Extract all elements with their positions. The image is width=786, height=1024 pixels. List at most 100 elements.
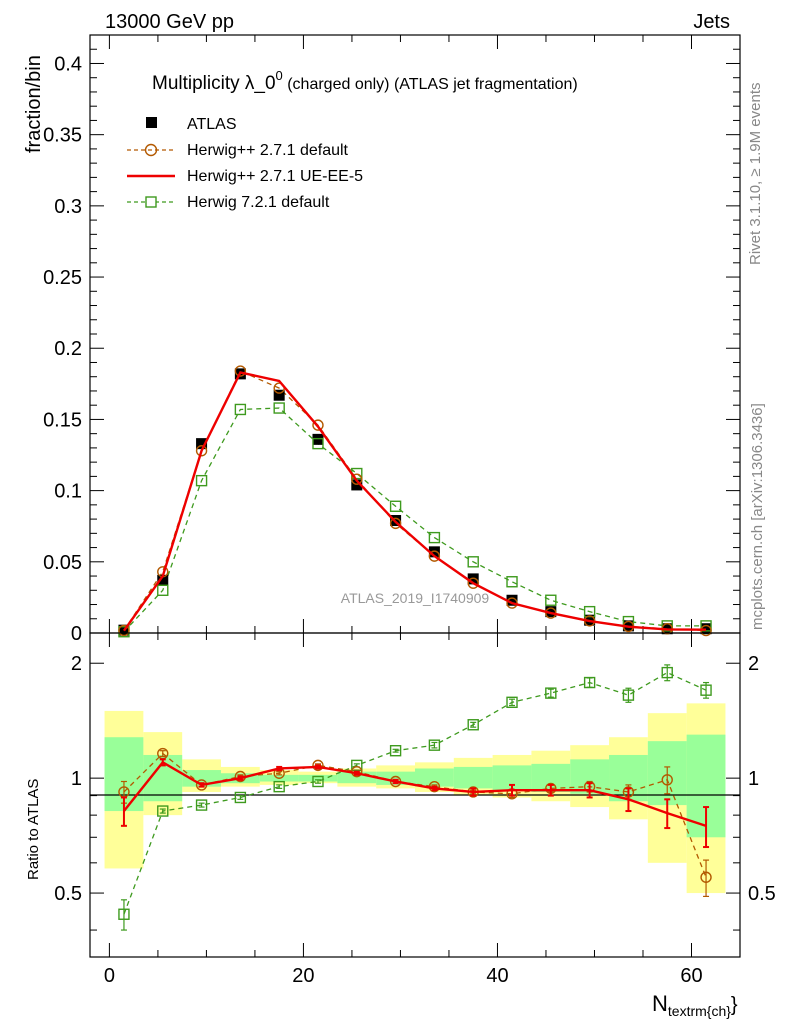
main-y-tick-label: 0.25	[43, 267, 82, 289]
header-right: Jets	[693, 11, 730, 33]
data-point-herwig7	[545, 594, 557, 606]
data-point-herwig-default	[118, 624, 130, 637]
x-tick-label: 40	[486, 965, 508, 987]
x-tick-labels: 0 20 40 60	[104, 965, 703, 987]
ratio-point-herwig7	[506, 696, 518, 709]
data-point-atlas	[273, 389, 285, 401]
legend-marker-herwig7	[145, 196, 157, 208]
ratio-y-tick-label-left: 1	[71, 768, 82, 790]
data-point-herwig-default	[506, 597, 518, 609]
ratio-point-herwig7	[195, 799, 208, 811]
ratio-point-herwig7	[312, 775, 324, 788]
ratio-point-herwig7	[622, 689, 635, 701]
uncertainty-band-inner	[376, 771, 415, 785]
data-point-herwig-default	[428, 550, 441, 562]
ratio-line-ue-ee5	[123, 760, 707, 827]
main-y-tick-label: 0	[71, 623, 82, 645]
main-y-tick-label: 0.3	[54, 196, 82, 218]
data-point-herwig7	[506, 576, 518, 588]
data-point-herwig7	[234, 403, 247, 416]
ratio-y-label: Ratio to ATLAS	[25, 779, 42, 880]
ratio-line-herwig-default	[123, 752, 707, 878]
x-axis-label-main: N	[652, 991, 668, 1016]
ratio-y-tick-label-right: 0.5	[748, 883, 776, 905]
ratio-uncertainty-bands	[104, 703, 726, 894]
data-point-atlas	[196, 438, 208, 450]
main-y-label: fraction/bin	[23, 55, 45, 153]
x-tick-label: 0	[104, 965, 115, 987]
ratio-y-ticks: 0.5 1 2 0.5 1 2	[54, 653, 776, 931]
data-point-herwig7	[195, 474, 208, 487]
ratio-x-ticks	[108, 633, 692, 957]
ratio-point-herwig-default	[661, 774, 673, 786]
legend: ATLAS Herwig++ 2.7.1 default Herwig++ 2.…	[127, 116, 363, 211]
legend-label-herwig7: Herwig 7.2.1 default	[187, 194, 330, 211]
data-point-atlas	[545, 606, 557, 618]
data-point-herwig7	[661, 620, 673, 632]
uncertainty-band-inner	[415, 768, 454, 787]
data-point-herwig-default	[389, 517, 402, 530]
ratio-point-herwig7	[273, 780, 285, 793]
main-y-tick-label: 0.15	[43, 409, 82, 431]
data-point-herwig7	[700, 620, 712, 632]
x-tick-label: 60	[680, 965, 702, 987]
ratio-point-herwig7	[118, 908, 130, 920]
ratio-point-herwig7	[234, 791, 247, 804]
ratio-point-herwig7	[157, 805, 169, 817]
ratio-plot: 0.5 1 2 0.5 1 2 Ratio to ATLAS	[25, 632, 776, 958]
data-point-atlas	[467, 573, 479, 585]
data-point-herwig7	[157, 584, 169, 596]
data-point-herwig7	[312, 437, 324, 450]
legend-marker-atlas	[146, 117, 157, 128]
data-point-atlas	[428, 546, 440, 558]
data-point-atlas	[506, 594, 518, 606]
ratio-point-herwig7	[545, 687, 557, 699]
main-y-ticks: 0 0.05 0.1 0.15 0.2 0.25 0.3 0.35 0.4	[43, 48, 740, 645]
plot-title: Multiplicity λ_00 (charged only) (ATLAS …	[152, 68, 578, 94]
series-line-herwig7	[123, 407, 707, 633]
ratio-point-herwig7	[389, 745, 402, 757]
ratio-point-herwig7	[428, 739, 441, 751]
ratio-y-tick-label-right: 2	[748, 653, 759, 675]
main-y-tick-label: 0.4	[54, 53, 82, 75]
data-point-herwig7	[467, 556, 479, 568]
ratio-point-herwig7	[351, 759, 363, 772]
data-point-atlas	[157, 574, 169, 586]
uncertainty-band-inner	[298, 774, 338, 782]
ratio-y-tick-label-right: 1	[748, 768, 759, 790]
main-series	[118, 365, 712, 638]
data-point-herwig7	[389, 500, 402, 512]
data-point-herwig-default	[312, 419, 324, 431]
uncertainty-band-inner	[453, 766, 493, 789]
ratio-point-herwig7	[467, 719, 479, 731]
data-point-atlas	[312, 433, 324, 445]
main-y-tick-label: 0.05	[43, 552, 82, 574]
ratio-series	[118, 664, 712, 931]
x-axis-label-sub: textrm{ch}	[668, 1003, 731, 1019]
x-axis-label-close: }	[731, 994, 738, 1016]
ratio-point-herwig7	[583, 676, 596, 689]
ratio-point-herwig-default	[312, 759, 324, 772]
ratio-point-herwig7	[700, 684, 712, 696]
x-axis-label: Ntextrm{ch}}	[652, 991, 738, 1019]
main-y-tick-label: 0.2	[54, 338, 82, 360]
header-left: 13000 GeV pp	[105, 11, 234, 33]
ratio-point-herwig7	[661, 666, 673, 679]
main-y-tick-label: 0.1	[54, 481, 82, 503]
ratio-y-tick-label-left: 0.5	[54, 883, 82, 905]
main-y-tick-label: 0.35	[43, 125, 82, 147]
legend-label-herwig-default: Herwig++ 2.7.1 default	[187, 142, 349, 159]
series-line-ue-ee5	[122, 371, 707, 632]
data-point-herwig-default	[467, 577, 479, 589]
mcplots-label: mcplots.cern.ch [arXiv:1306.3436]	[749, 403, 766, 630]
data-point-herwig-default	[234, 365, 247, 377]
legend-marker-herwig-default	[144, 143, 158, 157]
data-point-herwig7	[428, 531, 441, 544]
ratio-y-tick-label-left: 2	[71, 653, 82, 675]
x-tick-label: 20	[292, 965, 314, 987]
uncertainty-band-inner	[337, 771, 377, 784]
main-plot: 0 0.05 0.1 0.15 0.2 0.25 0.3 0.35 0.4 ATLAS_2019…	[23, 34, 741, 645]
legend-label-atlas: ATLAS	[187, 116, 237, 133]
ratio-plot-frame	[89, 632, 741, 958]
